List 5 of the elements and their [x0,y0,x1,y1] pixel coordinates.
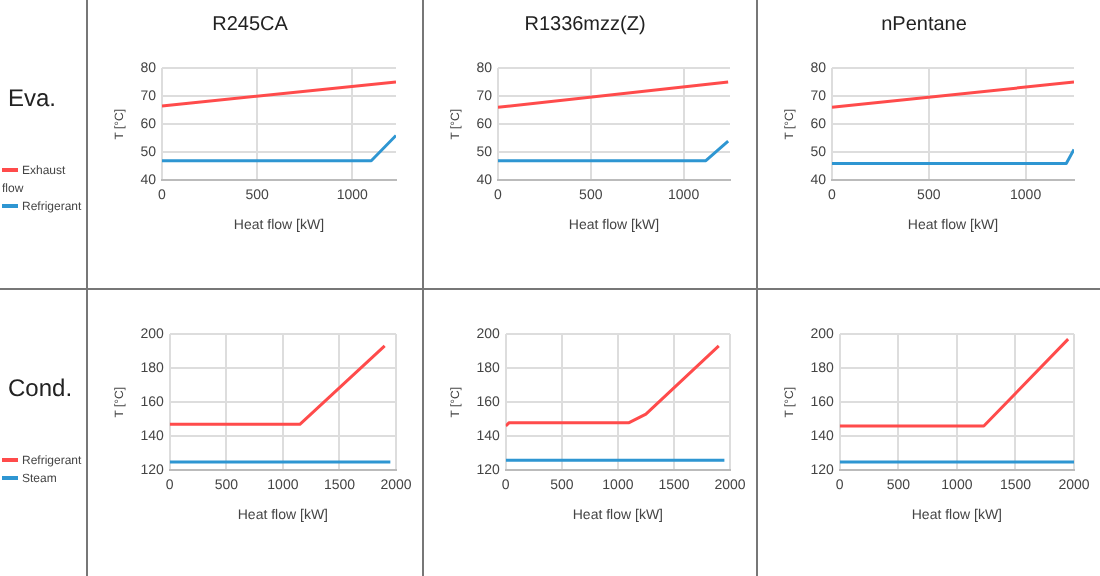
chart-title: R1336mzz(Z) [524,13,646,36]
text: Eva. [8,84,57,112]
chart-title: R245CA [212,13,289,36]
text: Cond. [8,374,73,402]
chart-title: nPentane [881,13,968,36]
